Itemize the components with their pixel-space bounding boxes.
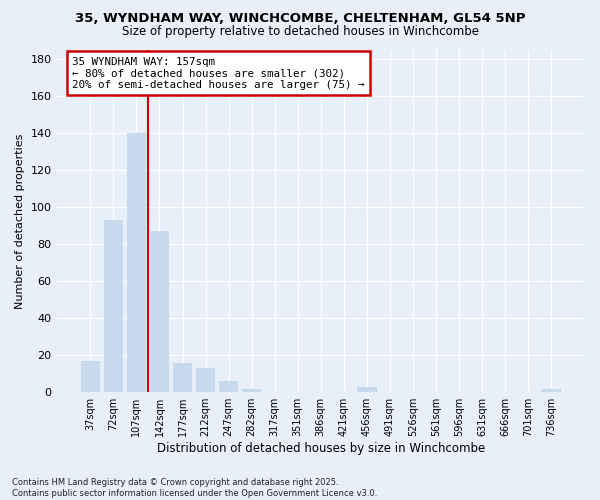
Bar — [149, 232, 169, 392]
Bar — [242, 388, 262, 392]
X-axis label: Distribution of detached houses by size in Winchcombe: Distribution of detached houses by size … — [157, 442, 485, 455]
Bar — [219, 381, 238, 392]
Bar — [357, 386, 377, 392]
Bar — [541, 388, 561, 392]
Text: 35, WYNDHAM WAY, WINCHCOMBE, CHELTENHAM, GL54 5NP: 35, WYNDHAM WAY, WINCHCOMBE, CHELTENHAM,… — [75, 12, 525, 26]
Y-axis label: Number of detached properties: Number of detached properties — [15, 134, 25, 309]
Bar — [80, 361, 100, 392]
Text: 35 WYNDHAM WAY: 157sqm
← 80% of detached houses are smaller (302)
20% of semi-de: 35 WYNDHAM WAY: 157sqm ← 80% of detached… — [73, 57, 365, 90]
Text: Contains HM Land Registry data © Crown copyright and database right 2025.
Contai: Contains HM Land Registry data © Crown c… — [12, 478, 377, 498]
Text: Size of property relative to detached houses in Winchcombe: Size of property relative to detached ho… — [121, 25, 479, 38]
Bar — [196, 368, 215, 392]
Bar — [127, 133, 146, 392]
Bar — [104, 220, 123, 392]
Bar — [173, 362, 193, 392]
